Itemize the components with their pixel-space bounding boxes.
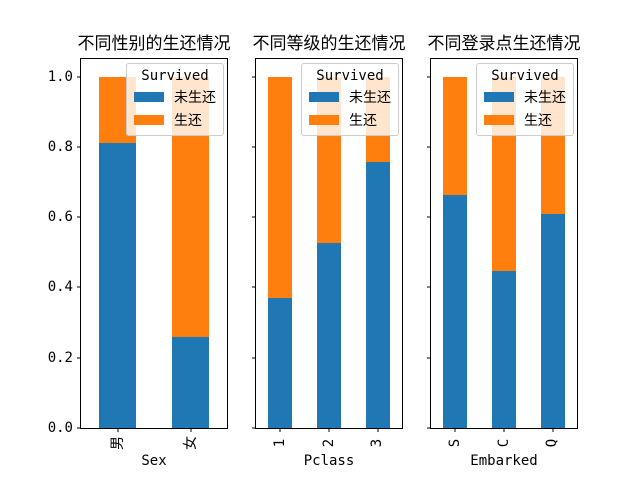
- x-tick-mark: [190, 428, 191, 432]
- legend-title: Survived: [316, 68, 384, 84]
- legend-label-not-survived: 未生还: [174, 90, 216, 106]
- y-tick-label: 0.8: [47, 138, 73, 155]
- x-tick-mark: [377, 428, 379, 432]
- subplot-embarked: 不同登录点生还情况 S C Q Embarked Survived 未生还生还: [427, 34, 581, 469]
- x-tick-mark: [503, 428, 505, 432]
- legend-label-survived: 生还: [174, 113, 202, 129]
- y-tick-mark: [427, 357, 431, 359]
- x-tick-label-text: Q: [544, 438, 561, 447]
- legend-swatch-survived: [484, 115, 514, 125]
- legend: Survived 未生还生还: [126, 63, 224, 136]
- x-tick-label: 男: [108, 434, 128, 451]
- legend-label-survived: 生还: [524, 113, 552, 129]
- x-tick-label-text: 3: [369, 438, 386, 447]
- bar-stack-pclass-0: [268, 76, 293, 428]
- bar-segment-not-survived: [316, 242, 342, 428]
- bar-segment-survived: [443, 76, 468, 195]
- y-tick-mark: [77, 286, 81, 288]
- x-axis-label-embarked: Embarked: [470, 453, 538, 469]
- y-tick-mark: [252, 216, 256, 218]
- bar-segment-not-survived: [365, 161, 390, 428]
- y-tick-mark: [252, 286, 256, 288]
- x-tick-label: 3: [368, 434, 388, 451]
- x-tick-label-text: 1: [272, 438, 289, 447]
- legend-row-not-survived: 未生还: [134, 87, 216, 107]
- chart-title-embarked: 不同登录点生还情况: [427, 34, 581, 54]
- x-axis-label-pclass: Pclass: [303, 453, 355, 469]
- chart-title-pclass: 不同等级的生还情况: [252, 34, 406, 54]
- x-tick-mark: [328, 428, 330, 432]
- y-tick-label: 0.0: [47, 420, 73, 436]
- y-tick-mark: [427, 76, 431, 78]
- x-tick-label-text: S: [447, 438, 464, 447]
- x-tick-label: S: [445, 434, 465, 451]
- x-tick-label: Q: [543, 434, 563, 451]
- subplot-pclass: 不同等级的生还情况 1 2 3 Pclass Survived 未生还生还: [252, 34, 406, 469]
- y-tick-mark: [77, 357, 81, 359]
- x-tick-label-text: 女: [182, 435, 199, 450]
- x-tick-label: 女: [181, 434, 201, 451]
- legend-title: Survived: [141, 68, 209, 84]
- y-tick-mark: [77, 427, 81, 429]
- y-tick-mark: [77, 76, 81, 78]
- bar-segment-not-survived: [172, 337, 209, 428]
- bar-segment-not-survived: [491, 271, 517, 428]
- legend-row-survived: 生还: [484, 110, 566, 130]
- y-tick-label: 0.4: [47, 279, 73, 296]
- subplot-sex: 不同性别的生还情况 0.0 0.2 0.4 0.6 0.8 1.0 男 女 Sex Survived…: [48, 34, 231, 469]
- x-tick-label: 2: [319, 434, 339, 451]
- bar-stack-embarked-0: [443, 76, 468, 428]
- bar-segment-not-survived: [540, 213, 565, 428]
- bar-segment-not-survived: [268, 297, 293, 428]
- legend-label-not-survived: 未生还: [524, 90, 566, 106]
- y-tick-mark: [427, 427, 431, 429]
- y-tick-mark: [252, 146, 256, 148]
- x-axis-label-sex: Sex: [141, 453, 167, 469]
- legend-row-survived: 生还: [309, 110, 391, 130]
- y-tick-mark: [252, 357, 256, 359]
- legend: Survived 未生还生还: [476, 63, 574, 136]
- bar-stack-embarked-2: [540, 76, 565, 428]
- legend-swatch-not-survived: [134, 92, 164, 102]
- y-tick-label: 0.2: [47, 349, 73, 366]
- legend-swatch-survived: [134, 115, 164, 125]
- legend-swatch-not-survived: [484, 92, 514, 102]
- chart-title-sex: 不同性别的生还情况: [77, 34, 231, 54]
- legend-swatch-survived: [309, 115, 339, 125]
- y-tick-label: 1.0: [47, 68, 73, 85]
- x-tick-label-text: 男: [109, 435, 126, 450]
- y-tick-mark: [77, 216, 81, 218]
- x-tick-mark: [552, 428, 554, 432]
- y-tick-mark: [427, 216, 431, 218]
- x-tick-label-text: C: [496, 438, 512, 447]
- legend-row-survived: 生还: [134, 110, 216, 130]
- x-tick-mark: [117, 428, 118, 432]
- y-tick-mark: [77, 146, 81, 148]
- legend-label-survived: 生还: [349, 113, 377, 129]
- bar-segment-not-survived: [443, 195, 468, 428]
- x-tick-label-text: 2: [321, 438, 337, 447]
- bar-segment-not-survived: [99, 143, 136, 428]
- legend-row-not-survived: 未生还: [484, 87, 566, 107]
- legend-row-not-survived: 未生还: [309, 87, 391, 107]
- x-tick-label: C: [494, 434, 514, 451]
- y-tick-mark: [427, 146, 431, 148]
- bar-segment-survived: [268, 76, 293, 298]
- y-tick-mark: [252, 427, 256, 429]
- legend-label-not-survived: 未生还: [349, 90, 391, 106]
- x-tick-mark: [279, 428, 281, 432]
- y-tick-label: 0.6: [47, 209, 73, 226]
- x-tick-mark: [454, 428, 456, 432]
- y-tick-mark: [252, 76, 256, 78]
- legend: Survived 未生还生还: [301, 63, 399, 136]
- x-tick-label: 1: [270, 434, 290, 451]
- y-tick-mark: [427, 286, 431, 288]
- legend-swatch-not-survived: [309, 92, 339, 102]
- legend-title: Survived: [491, 68, 559, 84]
